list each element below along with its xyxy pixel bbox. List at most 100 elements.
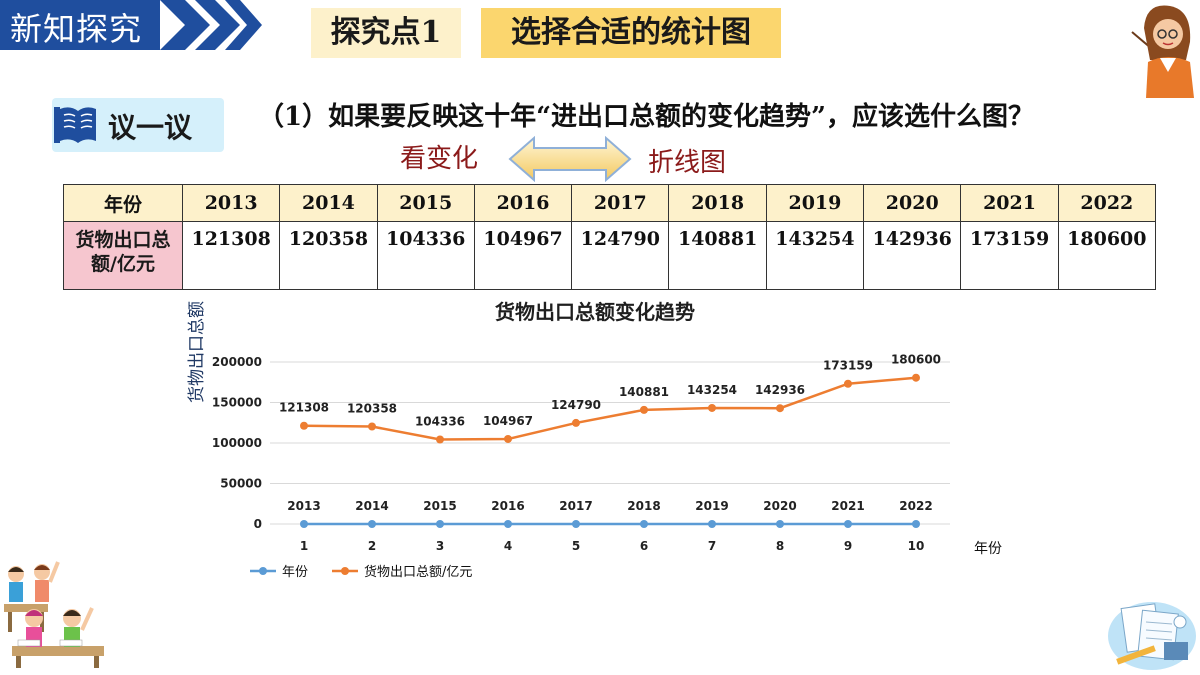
data-label: 2020 xyxy=(763,499,796,513)
series-point-1 xyxy=(368,520,376,528)
section-label: 新知探究 xyxy=(10,10,143,48)
data-label: 140881 xyxy=(619,385,669,399)
table-row-values: 货物出口总额/亿元 121308 120358 104336 104967 12… xyxy=(63,221,1157,290)
line-chart: 货物出口总额变化趋势 货物出口总额 0 50000 100000 150000 200000… xyxy=(187,300,1002,580)
data-table: 年份 2013 2014 2015 2016 2017 2018 2019 20… xyxy=(63,184,1157,290)
x-tick-label: 6 xyxy=(640,539,648,553)
series-point-1 xyxy=(640,520,648,528)
data-label: 2021 xyxy=(831,499,864,513)
series-point-1 xyxy=(436,520,444,528)
table-cell-value: 104336 xyxy=(376,221,475,290)
table-header-export: 货物出口总额/亿元 xyxy=(63,221,183,290)
series-point-1 xyxy=(776,520,784,528)
data-label: 2016 xyxy=(491,499,524,513)
table-cell-value: 104967 xyxy=(473,221,573,290)
y-tick-label: 100000 xyxy=(212,436,262,450)
table-header-year: 年份 xyxy=(63,184,183,222)
table-cell-value: 124790 xyxy=(571,221,670,290)
x-tick-label: 1 xyxy=(300,539,308,553)
data-label: 104336 xyxy=(415,414,465,428)
double-arrow-icon xyxy=(508,136,632,182)
table-cell-value: 173159 xyxy=(960,221,1059,290)
y-tick-label: 200000 xyxy=(212,355,262,369)
x-tick-label: 7 xyxy=(708,539,716,553)
tag-point: 探究点1 xyxy=(311,8,461,58)
book-icon xyxy=(54,107,96,143)
table-cell-value: 121308 xyxy=(181,221,281,290)
arrow-label-right: 折线图 xyxy=(648,148,727,178)
table-cell-year: 2013 xyxy=(181,184,281,222)
series-point-2 xyxy=(300,421,308,430)
table-cell-year: 2016 xyxy=(473,184,573,222)
teacher-illustration xyxy=(1131,5,1194,98)
table-cell-value: 143254 xyxy=(765,221,865,290)
series-point-2 xyxy=(844,379,852,388)
table-cell-year: 2022 xyxy=(1057,184,1157,222)
y-tick-label: 150000 xyxy=(212,396,262,410)
table-cell-value: 142936 xyxy=(863,221,962,290)
series-point-1 xyxy=(844,520,852,528)
series-point-1 xyxy=(912,520,920,528)
discuss-label: 议一议 xyxy=(108,111,193,144)
chart-title: 货物出口总额变化趋势 xyxy=(495,300,695,324)
data-label: 2018 xyxy=(627,499,660,513)
data-label: 2017 xyxy=(559,499,592,513)
x-tick-label: 3 xyxy=(436,539,444,553)
table-row-years: 年份 2013 2014 2015 2016 2017 2018 2019 20… xyxy=(63,184,1157,222)
series-point-2 xyxy=(912,373,920,382)
series-point-2 xyxy=(504,434,512,443)
legend-marker-1 xyxy=(259,567,267,575)
math-stationery-illustration xyxy=(1108,602,1196,670)
data-label: 180600 xyxy=(891,353,941,367)
series-point-2 xyxy=(708,403,716,412)
data-label: 124790 xyxy=(551,398,601,412)
arrow-label-left: 看变化 xyxy=(400,144,479,174)
x-tick-label: 8 xyxy=(776,539,784,553)
x-tick-label: 9 xyxy=(844,539,852,553)
data-label: 142936 xyxy=(755,383,805,397)
data-label: 2014 xyxy=(355,499,388,513)
series-point-1 xyxy=(504,520,512,528)
legend-label-1: 年份 xyxy=(282,565,308,580)
table-cell-year: 2020 xyxy=(863,184,962,222)
table-cell-year: 2021 xyxy=(960,184,1059,222)
series-point-2 xyxy=(436,435,444,444)
data-label: 2019 xyxy=(695,499,728,513)
y-tick-label: 50000 xyxy=(220,477,262,491)
tag-title: 选择合适的统计图 xyxy=(481,8,781,58)
data-label: 173159 xyxy=(823,359,873,373)
table-cell-year: 2019 xyxy=(765,184,865,222)
x-axis-label: 年份 xyxy=(974,541,1002,557)
legend-label-2: 货物出口总额/亿元 xyxy=(364,564,472,580)
series-point-1 xyxy=(300,520,308,528)
series-point-1 xyxy=(572,520,580,528)
data-label: 143254 xyxy=(687,383,737,397)
data-label: 120358 xyxy=(347,402,397,416)
table-cell-year: 2017 xyxy=(571,184,670,222)
x-tick-label: 2 xyxy=(368,539,376,553)
table-cell-value: 180600 xyxy=(1057,221,1157,290)
x-tick-label: 5 xyxy=(572,539,580,553)
section-header-shape xyxy=(0,0,262,50)
series-point-2 xyxy=(640,405,648,414)
section-header-bar: 新知探究 xyxy=(0,0,262,50)
table-cell-value: 140881 xyxy=(668,221,767,290)
y-tick-label: 0 xyxy=(254,517,262,531)
table-cell-year: 2015 xyxy=(376,184,475,222)
discuss-badge: 议一议 xyxy=(52,98,224,152)
x-tick-label: 4 xyxy=(504,539,512,553)
data-label: 2022 xyxy=(899,499,932,513)
data-label: 104967 xyxy=(483,414,533,428)
data-label: 2015 xyxy=(423,499,456,513)
series-point-2 xyxy=(572,418,580,427)
table-cell-year: 2014 xyxy=(279,184,378,222)
y-axis-label: 货物出口总额 xyxy=(187,301,207,403)
series-point-2 xyxy=(776,404,784,413)
table-cell-year: 2018 xyxy=(668,184,767,222)
legend-marker-2 xyxy=(341,567,349,575)
series-point-2 xyxy=(368,422,376,431)
students-illustration xyxy=(4,561,104,668)
data-label: 121308 xyxy=(279,401,329,415)
series-point-1 xyxy=(708,520,716,528)
data-label: 2013 xyxy=(287,499,320,513)
